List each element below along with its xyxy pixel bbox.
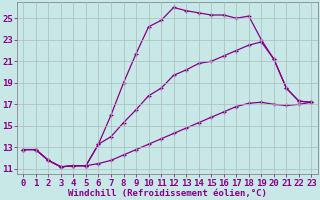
X-axis label: Windchill (Refroidissement éolien,°C): Windchill (Refroidissement éolien,°C): [68, 189, 267, 198]
